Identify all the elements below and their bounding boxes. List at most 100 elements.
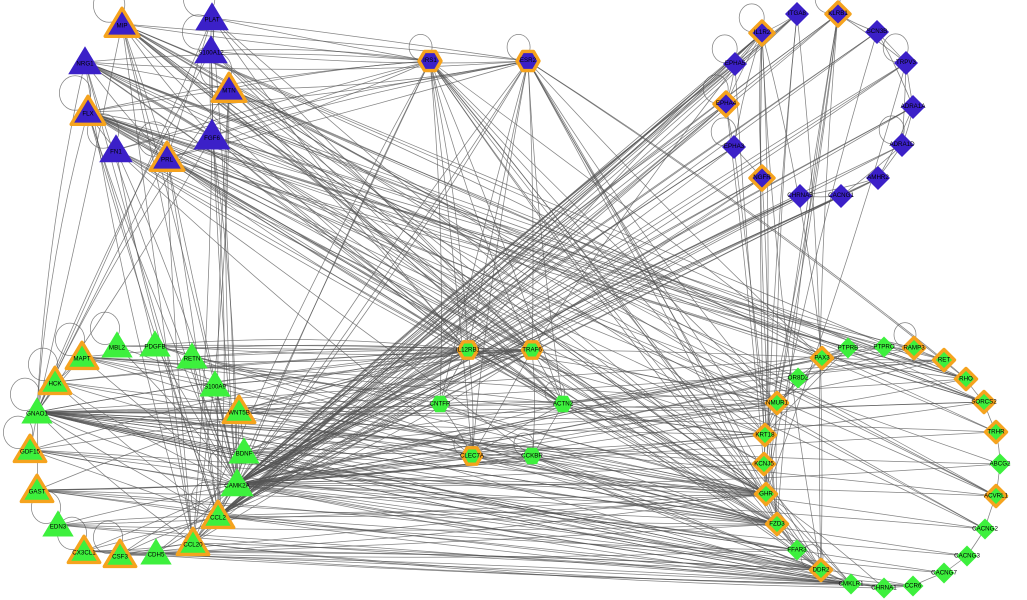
graph-edge: [81, 356, 852, 585]
graph-edge: [531, 349, 778, 525]
graph-node-pdgfb[interactable]: PDGFB: [136, 326, 174, 364]
graph-node-chrna5[interactable]: CHRNA5: [783, 179, 817, 213]
graph-node-amhr2[interactable]: AMHR2: [861, 161, 895, 195]
graph-node-ccr6[interactable]: CCR6: [898, 571, 929, 600]
graph-node-clec7a[interactable]: CLEC7A: [458, 442, 487, 471]
graph-node-gdf15[interactable]: GDF15: [11, 431, 49, 469]
graph-node-cntfr[interactable]: CNTFR: [426, 390, 455, 419]
graph-node-esr2[interactable]: ESR2: [512, 45, 544, 77]
graph-node-acvrl1[interactable]: ACVRL1: [981, 481, 1012, 512]
graph-node-kcnj5[interactable]: KCNJ5: [749, 449, 780, 480]
graph-edge: [211, 17, 767, 495]
graph-edge: [57, 515, 219, 526]
graph-edge: [192, 542, 914, 587]
node-shape-diamond: [809, 345, 835, 371]
graph-node-gnao1[interactable]: GNAO1: [18, 393, 56, 431]
graph-edge: [761, 32, 822, 571]
graph-node-krt18[interactable]: KRT18: [750, 420, 781, 451]
graph-edge: [166, 157, 985, 403]
graph-node-irs1[interactable]: IRS1: [414, 45, 446, 77]
graph-node-bdnf[interactable]: BDNF: [225, 433, 263, 471]
graph-node-prl[interactable]: PRL: [147, 138, 187, 178]
graph-edge: [87, 111, 986, 530]
graph-node-mbl2[interactable]: MBL2: [98, 327, 136, 365]
graph-edge: [775, 13, 798, 525]
graph-node-epha5[interactable]: EPHA5: [718, 47, 752, 81]
graph-node-fzd3[interactable]: FZD3: [762, 509, 793, 540]
node-shape-triangle: [195, 2, 229, 31]
node-shape-hexagon: [515, 49, 541, 73]
node-shape-diamond: [786, 539, 808, 561]
graph-edge: [121, 23, 967, 380]
graph-node-traf6[interactable]: TRAF6: [518, 336, 547, 365]
graph-edge: [36, 489, 852, 585]
self-loop-edge: [183, 0, 216, 17]
graph-edge: [36, 411, 765, 465]
graph-node-cckbr[interactable]: CCKBR: [518, 442, 547, 471]
graph-edge: [121, 23, 194, 544]
graph-node-ghr[interactable]: GHR: [751, 479, 782, 510]
graph-node-cacng7[interactable]: CACNG7: [929, 558, 960, 589]
graph-node-fn1[interactable]: FN1: [96, 130, 136, 170]
graph-edge: [191, 356, 238, 485]
graph-node-il1r2[interactable]: IL1R2: [745, 16, 779, 50]
graph-node-mtn[interactable]: MTN: [209, 69, 249, 109]
graph-edge: [211, 135, 225, 517]
graph-node-sorcs2[interactable]: SORCS2: [969, 387, 1000, 418]
graph-node-il12rb1[interactable]: IL12RB1: [454, 336, 483, 365]
graph-node-cacng1[interactable]: CACNG1: [824, 179, 858, 213]
node-shape-diamond: [933, 562, 955, 584]
graph-node-adra1d[interactable]: ADRA1D: [885, 128, 919, 162]
graph-node-fgf6[interactable]: FGF6: [191, 115, 234, 158]
graph-node-cx3cl1[interactable]: CX3CL1: [65, 532, 103, 570]
graph-node-chrna1[interactable]: CHRNA1: [869, 573, 900, 600]
graph-edge: [154, 339, 469, 351]
graph-edge: [238, 410, 778, 525]
graph-edge: [121, 23, 168, 159]
graph-edge: [36, 359, 945, 413]
graph-node-gast[interactable]: GAST: [18, 471, 56, 509]
graph-edge: [765, 493, 852, 585]
graph-node-klrb1[interactable]: KLRB1: [821, 0, 855, 31]
node-shape-diamond: [722, 135, 746, 159]
graph-node-ramp3[interactable]: RAMP3: [899, 333, 930, 364]
graph-edge: [236, 103, 727, 485]
self-loop-edge: [28, 347, 58, 381]
graph-node-adra1a[interactable]: ADRA1A: [896, 90, 930, 124]
graph-node-flx[interactable]: FLX: [68, 92, 108, 132]
graph-node-abcg2[interactable]: ABCG2: [985, 449, 1016, 480]
graph-node-cmklr1[interactable]: CMKLR1: [836, 569, 867, 600]
graph-node-cdh5[interactable]: CDH5: [137, 534, 175, 572]
graph-edge: [236, 401, 985, 485]
graph-node-wnt5b[interactable]: WNT5B: [220, 392, 258, 430]
graph-edge: [562, 402, 778, 408]
graph-node-trhr[interactable]: TRHR: [981, 417, 1012, 448]
graph-node-itga8[interactable]: ITGA8: [780, 0, 814, 31]
graph-edge: [531, 455, 822, 571]
graph-node-epha4[interactable]: EPHA4: [709, 87, 743, 121]
node-shape-triangle: [199, 370, 231, 397]
graph-edge: [429, 60, 533, 351]
graph-node-nrg1[interactable]: NRG1: [65, 42, 105, 82]
graph-node-pax3[interactable]: PAX3: [807, 343, 838, 374]
graph-node-actn2[interactable]: ACTN2: [549, 390, 578, 419]
graph-node-ngfr[interactable]: NGFR: [745, 161, 779, 195]
graph-node-csf3[interactable]: CSF3: [101, 536, 139, 574]
graph-node-ptpro[interactable]: PTPRO: [869, 332, 900, 363]
graph-node-mip[interactable]: MIP: [102, 4, 142, 44]
self-loop-edge: [208, 447, 241, 483]
graph-edge: [36, 489, 778, 525]
node-shape-diamond: [989, 453, 1011, 475]
graph-edge: [527, 60, 967, 380]
graph-node-s100a12[interactable]: S100A12: [191, 31, 231, 71]
graph-edge: [36, 411, 852, 585]
graph-node-trpv3[interactable]: TRPV3: [889, 46, 923, 80]
graph-edge: [36, 17, 213, 413]
graph-node-epha3[interactable]: EPHA3: [717, 130, 751, 164]
graph-node-scn3b[interactable]: SCN3B: [860, 15, 894, 49]
graph-edge: [238, 410, 767, 495]
node-shape-triangle: [103, 6, 141, 39]
graph-edge: [236, 177, 879, 485]
